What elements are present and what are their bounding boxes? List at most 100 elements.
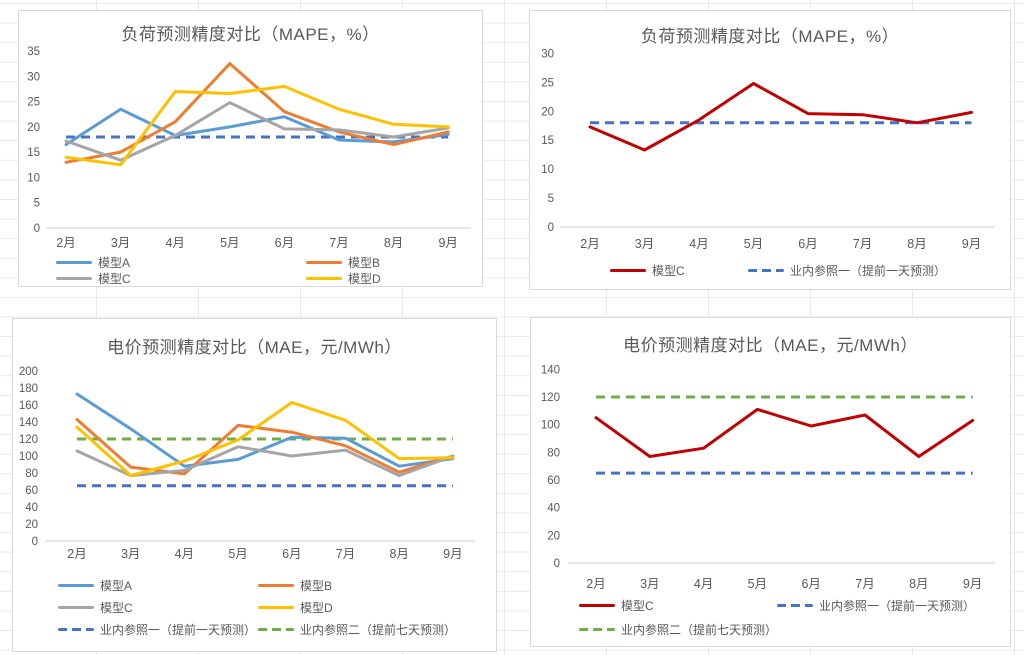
legend-label: 模型C [98, 272, 131, 286]
chart-title: 负荷预测精度对比（MAPE，%） [121, 25, 380, 44]
x-axis-label: 6月 [798, 237, 817, 251]
legend-item-model-c: 模型C [58, 599, 133, 615]
legend-item-model-a: 模型A [58, 577, 132, 593]
x-axis-label: 2月 [56, 236, 75, 250]
x-axis-label: 6月 [801, 577, 820, 591]
plot-area: 0 20 40 60 80 100 120 140 160 180 200 2月 3月 4月 5月 6月 7月 8… [19, 366, 475, 561]
legend-label: 业内参照一（提前一天预测） [100, 622, 257, 637]
legend-label: 模型D [348, 272, 381, 286]
dashed-line-legend-marker [58, 627, 94, 631]
x-axis-label: 5月 [744, 237, 763, 251]
y-tick-label: 10 [27, 172, 40, 184]
x-axis-label: 8月 [907, 237, 926, 251]
legend-item-model-b: 模型B [258, 577, 332, 593]
x-axis-label: 3月 [111, 236, 130, 250]
x-axis-label: 6月 [275, 236, 294, 250]
solid-line-legend-marker [306, 260, 342, 264]
x-axis-label: 3月 [121, 547, 140, 561]
series-line-model-a [75, 392, 455, 468]
y-tick-label: 120 [19, 434, 38, 446]
legend-item-reference-2: 业内参照二（提前七天预测） [258, 621, 456, 637]
dashed-line-legend-marker [258, 627, 294, 631]
chart-title: 电价预测精度对比（MAE，元/MWh） [623, 336, 918, 355]
x-axis-label: 3月 [640, 577, 659, 591]
solid-line-legend-marker [610, 268, 646, 272]
x-axis-label: 8月 [909, 577, 928, 591]
y-tick-label: 20 [547, 530, 560, 542]
legend-label: 模型A [98, 255, 131, 270]
solid-line-legend-marker [56, 277, 92, 280]
legend-label: 模型B [300, 578, 333, 593]
legend-item-model-c: 模型C [56, 271, 131, 287]
y-tick-label: 5 [34, 198, 40, 210]
y-tick-label: 100 [541, 420, 560, 432]
x-axis-label: 2月 [586, 577, 605, 591]
solid-line-legend-marker [56, 260, 92, 264]
legend-item-model-d: 模型D [258, 599, 333, 615]
plot-area: 0 5 10 15 20 25 30 35 2月 3月 4月 5月 6月 7月 8月 9月 [27, 46, 471, 250]
y-tick-label: 160 [19, 400, 38, 412]
x-axis-label: 9月 [963, 577, 982, 591]
x-axis-label: 5月 [228, 547, 247, 561]
chart-panel-load-mape-all-models[interactable]: 负荷预测精度对比（MAPE，%） 0 5 10 15 20 25 30 35 2月 3月 4月 5月 6… [18, 10, 483, 287]
chart-title: 电价预测精度对比（MAE，元/MWh） [107, 338, 402, 357]
legend-label: 模型C [652, 263, 685, 278]
x-axis-label: 4月 [689, 237, 708, 251]
y-tick-label: 0 [548, 222, 554, 234]
series-line-model-c [594, 407, 975, 458]
series-line-model-d [75, 401, 455, 478]
y-tick-label: 30 [27, 71, 40, 83]
x-axis-label: 4月 [165, 236, 184, 250]
y-tick-label: 200 [19, 366, 38, 378]
y-tick-label: 0 [32, 536, 38, 548]
series-line-model-b [75, 418, 455, 476]
y-tick-label: 80 [25, 468, 38, 480]
y-tick-label: 120 [541, 392, 560, 404]
chart-panel-price-mae-all-models[interactable]: 电价预测精度对比（MAE，元/MWh） 0 20 40 60 80 100 120 140 16… [12, 318, 497, 652]
y-tick-label: 0 [34, 223, 40, 235]
y-tick-label: 5 [548, 193, 554, 205]
y-tick-label: 35 [27, 46, 40, 58]
legend-label: 业内参照一（提前一天预测） [790, 263, 947, 278]
x-axis-label: 7月 [329, 236, 348, 250]
chart-panel-price-mae-model-c[interactable]: 电价预测精度对比（MAE，元/MWh） 0 20 40 60 80 100 120 140 2月… [530, 317, 1011, 647]
series-line-model-c [588, 82, 973, 152]
legend-item-reference-1: 业内参照一（提前一天预测） [777, 597, 975, 613]
x-axis-label: 6月 [282, 547, 301, 561]
chart-panel-load-mape-model-c[interactable]: 负荷预测精度对比（MAPE，%） 0 5 10 15 20 25 30 2月 3月 4月 5月 6月 7… [529, 10, 1011, 290]
x-axis-label: 4月 [694, 577, 713, 591]
y-tick-label: 60 [547, 475, 560, 487]
legend-label: 模型D [300, 600, 333, 615]
solid-line-legend-marker [58, 605, 94, 609]
x-axis-label: 8月 [384, 236, 403, 250]
series-line-model-c [64, 101, 450, 162]
y-tick-label: 15 [541, 135, 554, 147]
legend-label: 模型C [100, 600, 133, 615]
x-axis-label: 2月 [67, 547, 86, 561]
legend-item-model-b: 模型B [306, 254, 380, 270]
legend-label: 业内参照一（提前一天预测） [819, 598, 976, 613]
legend-item-reference-1: 业内参照一（提前一天预测） [748, 262, 946, 278]
y-tick-label: 20 [27, 122, 40, 134]
legend-item-model-c: 模型C [579, 597, 654, 613]
y-tick-label: 60 [25, 485, 38, 497]
solid-line-legend-marker [58, 583, 94, 587]
x-axis-label: 7月 [855, 577, 874, 591]
plot-area: 0 5 10 15 20 25 30 2月 3月 4月 5月 6月 7月 8月 9月 [541, 48, 994, 251]
legend-item-model-c: 模型C [610, 262, 685, 278]
legend-label: 业内参照二（提前七天预测） [300, 622, 457, 637]
x-axis-label: 9月 [962, 237, 981, 251]
y-tick-label: 15 [27, 147, 40, 159]
y-tick-label: 180 [19, 383, 38, 395]
y-tick-label: 140 [19, 417, 38, 429]
dashed-line-legend-marker [777, 603, 813, 607]
solid-line-legend-marker [258, 605, 294, 609]
y-tick-label: 0 [554, 558, 560, 570]
y-tick-label: 140 [541, 364, 560, 376]
legend-label: 模型A [100, 578, 133, 593]
legend-item-reference-2: 业内参照二（提前七天预测） [579, 621, 777, 637]
dashed-line-legend-marker [579, 627, 615, 631]
solid-line-legend-marker [306, 277, 342, 280]
legend-item-model-d: 模型D [306, 271, 381, 287]
